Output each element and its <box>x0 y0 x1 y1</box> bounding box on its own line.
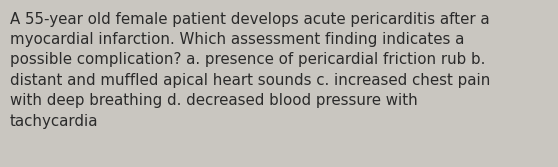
Text: A 55-year old female patient develops acute pericarditis after a
myocardial infa: A 55-year old female patient develops ac… <box>10 12 490 129</box>
